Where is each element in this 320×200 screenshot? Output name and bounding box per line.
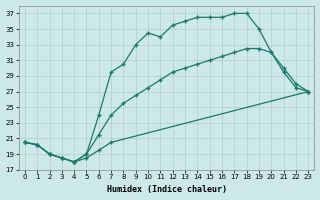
X-axis label: Humidex (Indice chaleur): Humidex (Indice chaleur) bbox=[107, 185, 227, 194]
